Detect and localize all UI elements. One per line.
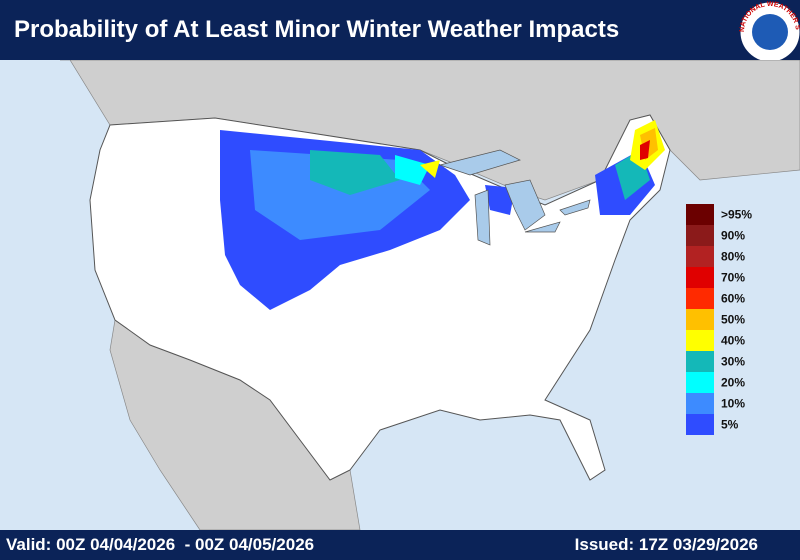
legend-swatch [686,330,714,351]
footer: Valid: 00Z 04/04/2026 - 00Z 04/05/2026 I… [0,530,800,560]
legend-label: 20% [721,376,745,390]
legend-swatch [686,414,714,435]
legend-label: 10% [721,397,745,411]
legend-swatch [686,204,714,225]
legend-swatch [686,225,714,246]
legend-label: 90% [721,229,745,243]
legend-swatch [686,393,714,414]
legend-swatch [686,267,714,288]
legend-label: 60% [721,292,745,306]
probability-70 [640,140,650,160]
great-lakes [438,149,591,246]
legend-label: 50% [721,313,745,327]
issued-time: Issued: 17Z 03/29/2026 [574,535,758,554]
legend-swatch [686,351,714,372]
header: Probability of At Least Minor Winter Wea… [0,0,800,60]
legend-label: 40% [721,334,745,348]
legend-label: 70% [721,271,745,285]
logo-area: NATIONAL WEATHER SERVICE [0,0,800,60]
legend-swatch [686,246,714,267]
legend-label: 30% [721,355,745,369]
legend-swatch [686,309,714,330]
probability-20 [395,155,430,185]
legend-label: 5% [721,418,739,432]
legend-swatch [686,288,714,309]
legend-label: 80% [721,250,745,264]
legend-label: >95% [721,208,752,222]
logo-center [752,14,788,50]
title: Probability of At Least Minor Winter Wea… [14,16,620,43]
legend-swatch [686,372,714,393]
valid-time: Valid: 00Z 04/04/2026 - 00Z 04/05/2026 [6,535,315,554]
